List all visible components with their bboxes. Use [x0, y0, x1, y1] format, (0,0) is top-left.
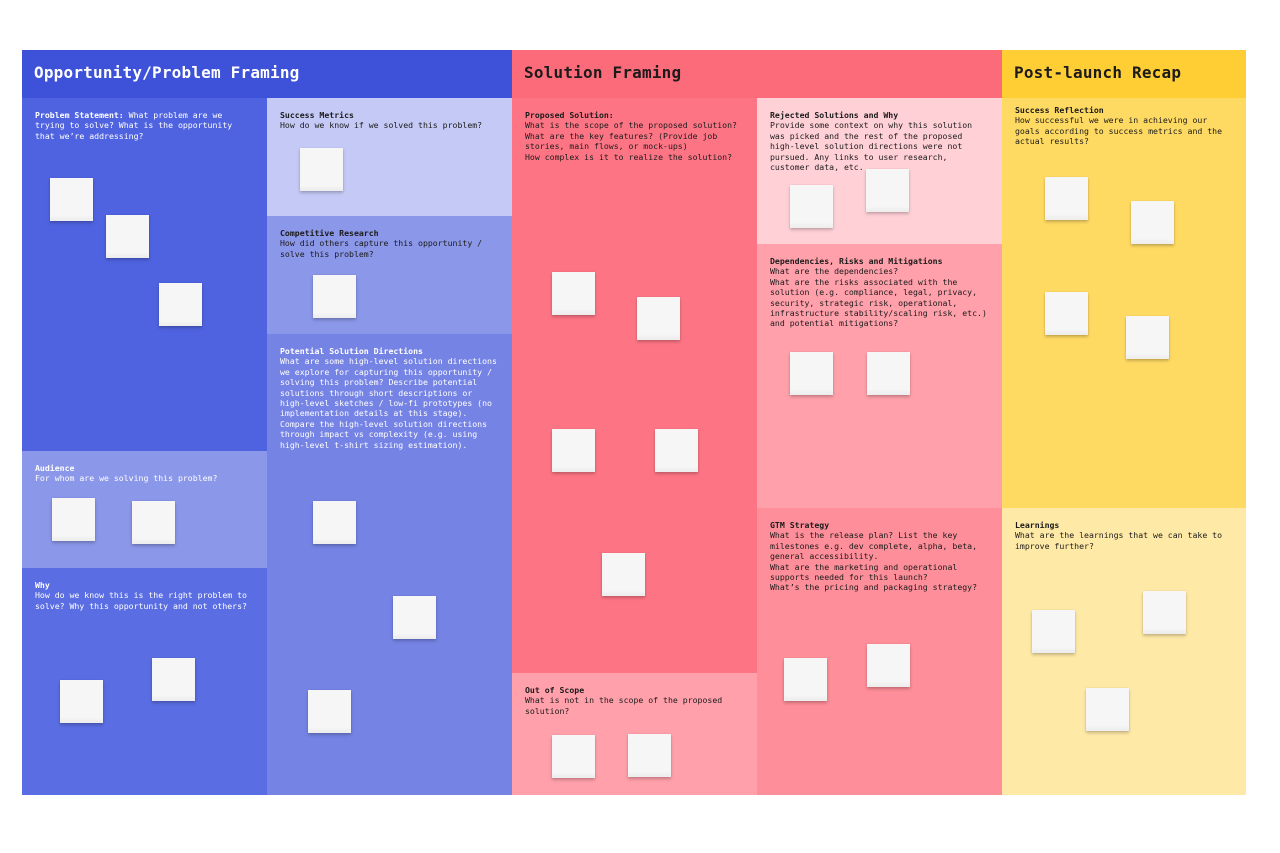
sticky-note[interactable]: [1032, 610, 1075, 653]
section-success-metrics[interactable]: Success Metrics How do we know if we sol…: [267, 98, 512, 216]
section-description: What are some high-level solution direct…: [280, 356, 497, 450]
section-description: How do we know if we solved this problem…: [280, 120, 483, 131]
section-title: Problem Statement:: [35, 110, 124, 120]
section-description: How successful we were in achieving our …: [1015, 115, 1223, 147]
section-title: GTM Strategy: [770, 520, 830, 530]
sticky-note[interactable]: [552, 429, 595, 472]
sticky-note[interactable]: [308, 690, 351, 733]
section-problem-statement[interactable]: Problem Statement: What problem are we t…: [22, 98, 267, 451]
section-title: Success Metrics: [280, 110, 354, 120]
sticky-note[interactable]: [866, 169, 909, 212]
sticky-note[interactable]: [790, 185, 833, 228]
section-title: Proposed Solution:: [525, 110, 614, 120]
section-success-reflection[interactable]: Success Reflection How successful we wer…: [1002, 98, 1246, 508]
section-title: Dependencies, Risks and Mitigations: [770, 256, 943, 266]
section-why[interactable]: Why How do we know this is the right pro…: [22, 568, 267, 795]
sticky-note[interactable]: [313, 501, 356, 544]
sticky-note[interactable]: [1126, 316, 1169, 359]
section-title: Competitive Research: [280, 228, 379, 238]
section-description: For whom are we solving this problem?: [35, 473, 218, 484]
sticky-note[interactable]: [637, 297, 680, 340]
sticky-note[interactable]: [132, 501, 175, 544]
section-title: Audience: [35, 463, 75, 473]
sticky-note[interactable]: [867, 644, 910, 687]
sticky-note[interactable]: [300, 148, 343, 191]
sticky-note[interactable]: [628, 734, 671, 777]
column-header-recap: Post-launch Recap: [1002, 50, 1246, 98]
section-description: What are the learnings that we can take …: [1015, 530, 1223, 551]
sticky-note[interactable]: [60, 680, 103, 723]
section-competitive-research[interactable]: Competitive Research How did others capt…: [267, 216, 512, 334]
column-header-opportunity: Opportunity/Problem Framing: [22, 50, 512, 98]
section-title: Potential Solution Directions: [280, 346, 423, 356]
section-description: What is the scope of the proposed soluti…: [525, 120, 737, 162]
sticky-note[interactable]: [1045, 292, 1088, 335]
section-title: Rejected Solutions and Why: [770, 110, 899, 120]
sticky-note[interactable]: [784, 658, 827, 701]
section-description: How do we know this is the right problem…: [35, 590, 247, 611]
section-description: What are the dependencies? What are the …: [770, 266, 987, 329]
section-description: How did others capture this opportunity …: [280, 238, 483, 259]
sticky-note[interactable]: [552, 272, 595, 315]
sticky-note[interactable]: [602, 553, 645, 596]
section-title: Success Reflection: [1015, 105, 1104, 115]
section-description: What problem are we trying to solve? Wha…: [35, 110, 233, 141]
sticky-note[interactable]: [159, 283, 202, 326]
section-potential-solution-directions[interactable]: Potential Solution Directions What are s…: [267, 334, 512, 795]
column-header-solution: Solution Framing: [512, 50, 1002, 98]
section-description: What is the release plan? List the key m…: [770, 530, 978, 593]
sticky-note[interactable]: [313, 275, 356, 318]
section-title: Out of Scope: [525, 685, 585, 695]
sticky-note[interactable]: [655, 429, 698, 472]
sticky-note[interactable]: [552, 735, 595, 778]
sticky-note[interactable]: [50, 178, 93, 221]
sticky-note[interactable]: [1045, 177, 1088, 220]
section-description: Provide some context on why this solutio…: [770, 120, 973, 173]
section-title: Learnings: [1015, 520, 1060, 530]
sticky-note[interactable]: [152, 658, 195, 701]
sticky-note[interactable]: [106, 215, 149, 258]
sticky-note[interactable]: [1086, 688, 1129, 731]
sticky-note[interactable]: [867, 352, 910, 395]
sticky-note[interactable]: [790, 352, 833, 395]
template-board: Opportunity/Problem Framing Solution Fra…: [22, 50, 1246, 795]
section-title: Why: [35, 580, 50, 590]
sticky-note[interactable]: [52, 498, 95, 541]
sticky-note[interactable]: [393, 596, 436, 639]
section-description: What is not in the scope of the proposed…: [525, 695, 723, 716]
section-proposed-solution[interactable]: Proposed Solution: What is the scope of …: [512, 98, 757, 673]
sticky-note[interactable]: [1143, 591, 1186, 634]
sticky-note[interactable]: [1131, 201, 1174, 244]
